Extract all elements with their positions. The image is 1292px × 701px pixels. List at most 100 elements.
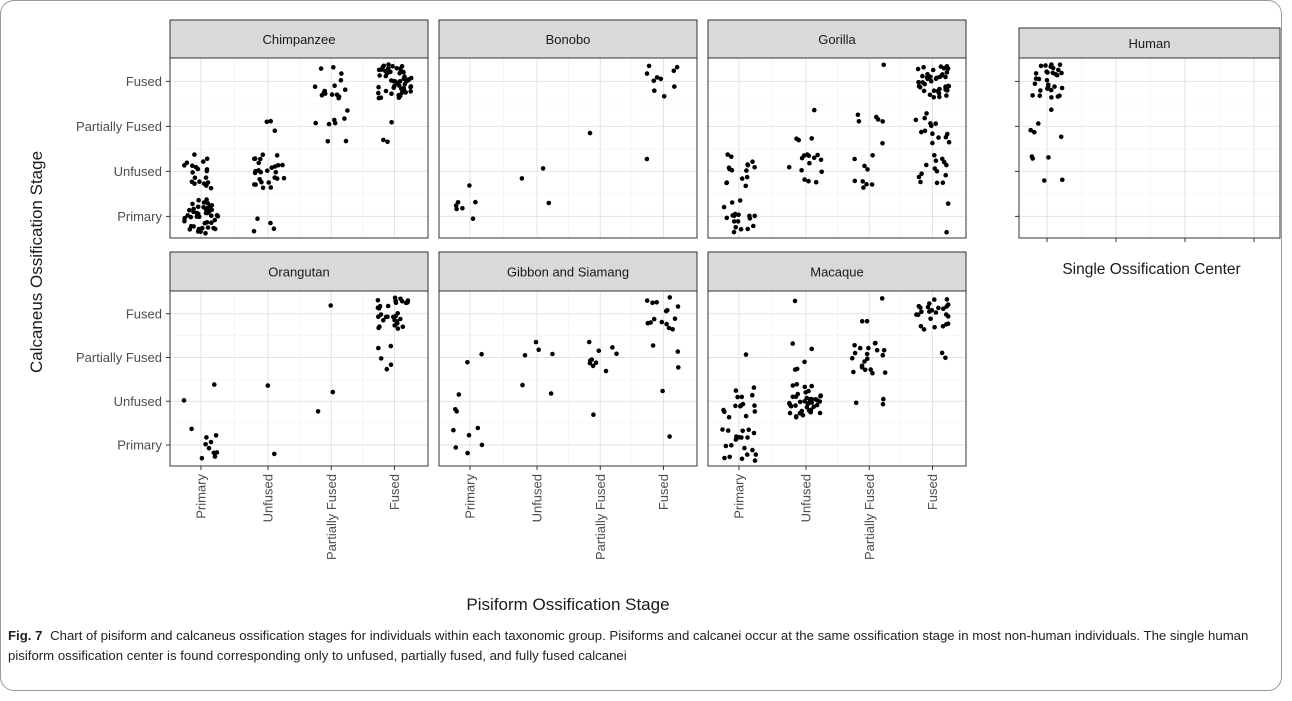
data-point-bonobo (460, 206, 465, 211)
data-point-orangutan (265, 383, 271, 388)
data-point-macaque (806, 388, 811, 394)
data-point-macaque (873, 340, 878, 346)
data-point-bonobo (470, 216, 476, 221)
panel-border-chimpanzee (169, 57, 429, 239)
y-tick-label: Unfused (114, 164, 162, 179)
y-tick-label: Fused (126, 74, 162, 89)
data-point-orangutan (385, 314, 390, 320)
data-point-macaque (939, 350, 945, 356)
data-point-macaque (851, 369, 856, 375)
data-point-chimpanzee (193, 164, 199, 170)
data-point-macaque (880, 352, 886, 358)
data-point-orangutan (375, 298, 381, 303)
data-point-macaque (852, 343, 857, 348)
data-point-chimpanzee (260, 152, 266, 157)
data-point-macaque (882, 370, 888, 375)
y-axis-title: Calcaneus Ossification Stage (27, 151, 46, 373)
data-point-gorilla (913, 117, 919, 123)
data-point-bonobo (651, 78, 657, 84)
data-point-macaque (921, 327, 927, 332)
data-point-macaque (792, 298, 798, 304)
data-point-gibbon-and-siamang (651, 316, 657, 322)
data-point-chimpanzee (397, 71, 402, 76)
data-point-human (1048, 64, 1053, 69)
data-point-macaque (738, 403, 743, 409)
data-point-orangutan (399, 299, 405, 304)
data-point-gorilla (806, 178, 811, 184)
data-point-gibbon-and-siamang (660, 388, 665, 394)
data-point-macaque (752, 409, 758, 414)
data-point-chimpanzee (271, 226, 277, 231)
data-point-chimpanzee (281, 175, 287, 181)
data-point-gibbon-and-siamang (650, 343, 656, 348)
data-point-macaque (750, 447, 755, 453)
data-point-gorilla (739, 176, 745, 181)
data-point-gibbon-and-siamang (650, 300, 655, 306)
data-point-gibbon-and-siamang (670, 327, 675, 332)
data-point-macaque (817, 410, 823, 416)
data-point-gorilla (721, 204, 727, 210)
data-point-chimpanzee (338, 78, 344, 83)
data-point-chimpanzee (189, 179, 195, 185)
x-tick-label: Unfused (530, 474, 545, 522)
data-point-human (1037, 93, 1043, 98)
data-point-chimpanzee (393, 79, 398, 84)
data-point-bonobo (644, 156, 650, 162)
data-point-chimpanzee (268, 118, 274, 124)
data-point-macaque (862, 367, 868, 373)
data-point-gibbon-and-siamang (667, 434, 672, 439)
data-point-chimpanzee (381, 63, 387, 69)
data-point-gorilla (855, 112, 861, 118)
data-point-human (1048, 87, 1054, 93)
data-point-macaque (918, 323, 924, 329)
panel-background-gorilla (708, 58, 966, 238)
data-point-gorilla (726, 165, 732, 171)
data-point-macaque (805, 401, 811, 406)
data-point-gibbon-and-siamang (596, 348, 602, 354)
data-point-gorilla (946, 83, 952, 89)
data-point-macaque (720, 427, 725, 432)
data-point-macaque (865, 356, 870, 362)
data-point-orangutan (203, 442, 208, 447)
data-point-orangutan (377, 324, 382, 329)
x-tick-label: Fused (925, 474, 940, 510)
data-point-bonobo (473, 199, 478, 205)
faceted-scatter-chart: Chimpanzee Primary Unfused Partially Fused F… (27, 19, 1281, 614)
data-point-macaque (808, 409, 813, 415)
data-point-macaque (940, 324, 946, 329)
data-point-macaque (859, 363, 865, 369)
data-point-macaque (943, 355, 948, 361)
data-point-macaque (802, 384, 808, 390)
data-point-chimpanzee (401, 88, 407, 94)
data-point-bonobo (661, 94, 667, 99)
data-point-gorilla (918, 179, 923, 185)
data-point-gorilla (752, 165, 757, 170)
data-point-gorilla (916, 174, 922, 180)
data-point-human (1045, 86, 1050, 91)
data-point-chimpanzee (203, 175, 209, 180)
data-point-orangutan (398, 316, 403, 322)
data-point-chimpanzee (332, 83, 337, 88)
data-point-orangutan (211, 450, 217, 456)
data-point-macaque (802, 359, 807, 365)
data-point-chimpanzee (391, 85, 397, 90)
data-point-macaque (927, 309, 932, 314)
data-point-gibbon-and-siamang (520, 382, 525, 388)
data-point-chimpanzee (376, 90, 381, 96)
data-point-macaque (802, 399, 807, 404)
data-point-chimpanzee (342, 116, 347, 121)
facet-label-macaque: Macaque (810, 265, 863, 280)
data-point-gibbon-and-siamang (466, 432, 472, 438)
data-point-macaque (793, 414, 799, 419)
data-point-chimpanzee (252, 182, 257, 187)
data-point-gorilla (943, 74, 948, 80)
data-point-macaque (817, 399, 823, 404)
data-point-macaque (753, 452, 759, 457)
data-point-bonobo (454, 206, 459, 212)
x-tick-label: Primary (193, 474, 208, 519)
data-point-chimpanzee (192, 175, 198, 180)
facet-label-chimpanzee: Chimpanzee (263, 32, 336, 47)
data-point-chimpanzee (252, 156, 258, 161)
data-point-macaque (914, 312, 919, 317)
facet-strip-bonobo (438, 19, 698, 59)
